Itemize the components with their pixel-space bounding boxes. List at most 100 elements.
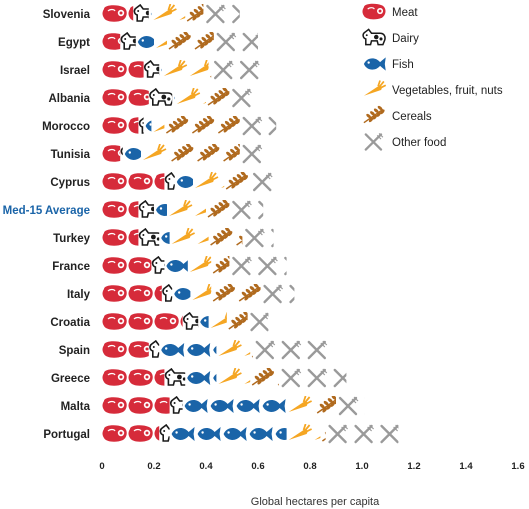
bar-segment-meat xyxy=(102,229,139,246)
bar-segment-vegetables xyxy=(288,396,316,412)
bar-row xyxy=(102,284,295,304)
country-label: Croatia xyxy=(50,317,90,329)
bar-segment-other xyxy=(263,284,295,304)
fork-knife-icon xyxy=(364,133,384,151)
legend-item-fish[interactable]: Fish xyxy=(363,57,414,71)
bar-segment-other xyxy=(245,228,274,248)
country-labels: Slovenia Egypt Israel Albania Morocco Tunisia… xyxy=(3,9,91,441)
bar-segment-other xyxy=(232,88,252,108)
bar-segment-meat xyxy=(102,61,144,78)
bar-segment-vegetables xyxy=(288,424,321,440)
bar-segment-cereals xyxy=(171,144,240,162)
country-label: Morocco xyxy=(42,121,90,133)
country-label: Slovenia xyxy=(43,9,91,21)
bar-segment-meat xyxy=(102,285,162,302)
bar-segment-vegetables xyxy=(192,284,212,300)
legend-label: Vegetables, fruit, nuts xyxy=(392,85,503,97)
legend[interactable]: Meat Dairy Fish Vegetables, fruit, nuts Cere… xyxy=(362,3,503,151)
bar-row xyxy=(102,60,260,80)
bar-segment-fish xyxy=(145,120,152,132)
country-label: Portugal xyxy=(43,429,90,441)
country-label: Italy xyxy=(67,289,91,301)
bar-segment-cereals xyxy=(316,396,337,414)
bar-segment-meat xyxy=(102,117,139,134)
bar-segment-dairy xyxy=(133,4,149,22)
bar-segment-vegetables xyxy=(171,228,209,244)
x-tick-label: 0 xyxy=(99,461,104,472)
bar-segment-cereals xyxy=(168,32,214,50)
bar-segment-dairy xyxy=(149,340,160,358)
bar-row xyxy=(102,228,274,248)
bar-segment-fish xyxy=(150,12,152,16)
legend-item-meat[interactable]: Meat xyxy=(362,3,418,20)
bar-segment-other xyxy=(328,424,399,444)
legend-item-vegetables[interactable]: Vegetables, fruit, nuts xyxy=(363,80,503,98)
bar-segment-cereals xyxy=(251,368,279,386)
bar-segment-other xyxy=(206,4,240,24)
legend-item-dairy[interactable]: Dairy xyxy=(362,28,419,46)
bar-segment-meat xyxy=(102,397,170,414)
country-label: Greece xyxy=(51,373,90,385)
bar-segment-dairy xyxy=(162,284,173,302)
bar-segment-other xyxy=(232,256,287,276)
bar-segment-meat xyxy=(102,425,160,442)
bar-row xyxy=(102,200,264,220)
bar-segment-vegetables xyxy=(218,368,251,384)
bar-segment-dairy xyxy=(149,88,173,106)
legend-label: Other food xyxy=(392,137,446,149)
bar-segment-meat xyxy=(102,173,165,190)
bar-row xyxy=(102,424,399,444)
bar-segment-meat xyxy=(102,145,121,162)
bar-segment-other xyxy=(255,340,328,360)
bar-row xyxy=(102,396,359,416)
bar-segment-other xyxy=(232,200,264,220)
bar-segment-fish xyxy=(176,176,194,188)
legend-item-cereals[interactable]: Cereals xyxy=(363,105,432,124)
bar-segment-cereals xyxy=(212,256,230,274)
bar-row xyxy=(102,116,277,136)
legend-item-other[interactable]: Other food xyxy=(364,133,447,151)
wheat-icon xyxy=(363,105,385,124)
x-tick-label: 1.2 xyxy=(407,461,420,472)
country-label: Turkey xyxy=(53,233,90,245)
bar-segment-other xyxy=(242,144,263,164)
bar-segment-dairy xyxy=(183,312,199,330)
bar-segment-dairy xyxy=(170,396,183,414)
bar-segment-meat xyxy=(102,89,149,106)
bar-segment-vegetables xyxy=(143,144,170,160)
bar-segment-fish xyxy=(171,427,287,441)
country-label: Albania xyxy=(48,93,90,105)
x-tick-label: 1.0 xyxy=(355,461,368,472)
country-label: France xyxy=(52,261,90,273)
x-tick-label: 0.4 xyxy=(199,461,213,472)
bar-segment-fish xyxy=(187,371,217,385)
bar-segment-meat xyxy=(102,33,121,50)
bar-segment-cereals xyxy=(225,172,248,190)
bar-segment-other xyxy=(216,32,259,52)
bar-segment-cereals xyxy=(186,4,204,22)
bar-segment-other xyxy=(250,312,269,332)
bar-segment-meat xyxy=(102,369,165,386)
bar-segment-other xyxy=(281,368,347,388)
bar-segment-meat xyxy=(102,257,152,274)
legend-label: Fish xyxy=(392,59,414,71)
bar-segment-fish xyxy=(166,260,188,272)
x-tick-label: 1.6 xyxy=(511,461,524,472)
bar-segment-other xyxy=(242,116,277,136)
fish-icon xyxy=(363,57,386,71)
bar-row xyxy=(102,4,240,24)
bar-segment-dairy xyxy=(151,256,165,274)
country-label: Israel xyxy=(60,65,90,77)
bar-segment-vegetables xyxy=(189,256,212,272)
bar-segment-meat xyxy=(102,5,134,22)
x-axis-title: Global hectares per capita xyxy=(251,496,380,508)
bar-segment-fish xyxy=(161,232,170,244)
bar-segment-dairy xyxy=(159,424,170,442)
cow-icon xyxy=(362,28,386,46)
country-label: Egypt xyxy=(58,37,90,49)
bar-segment-fish xyxy=(200,316,209,328)
bar-segment-fish xyxy=(124,148,142,160)
bar-segment-fish xyxy=(174,96,175,100)
bars-layer xyxy=(102,4,399,444)
